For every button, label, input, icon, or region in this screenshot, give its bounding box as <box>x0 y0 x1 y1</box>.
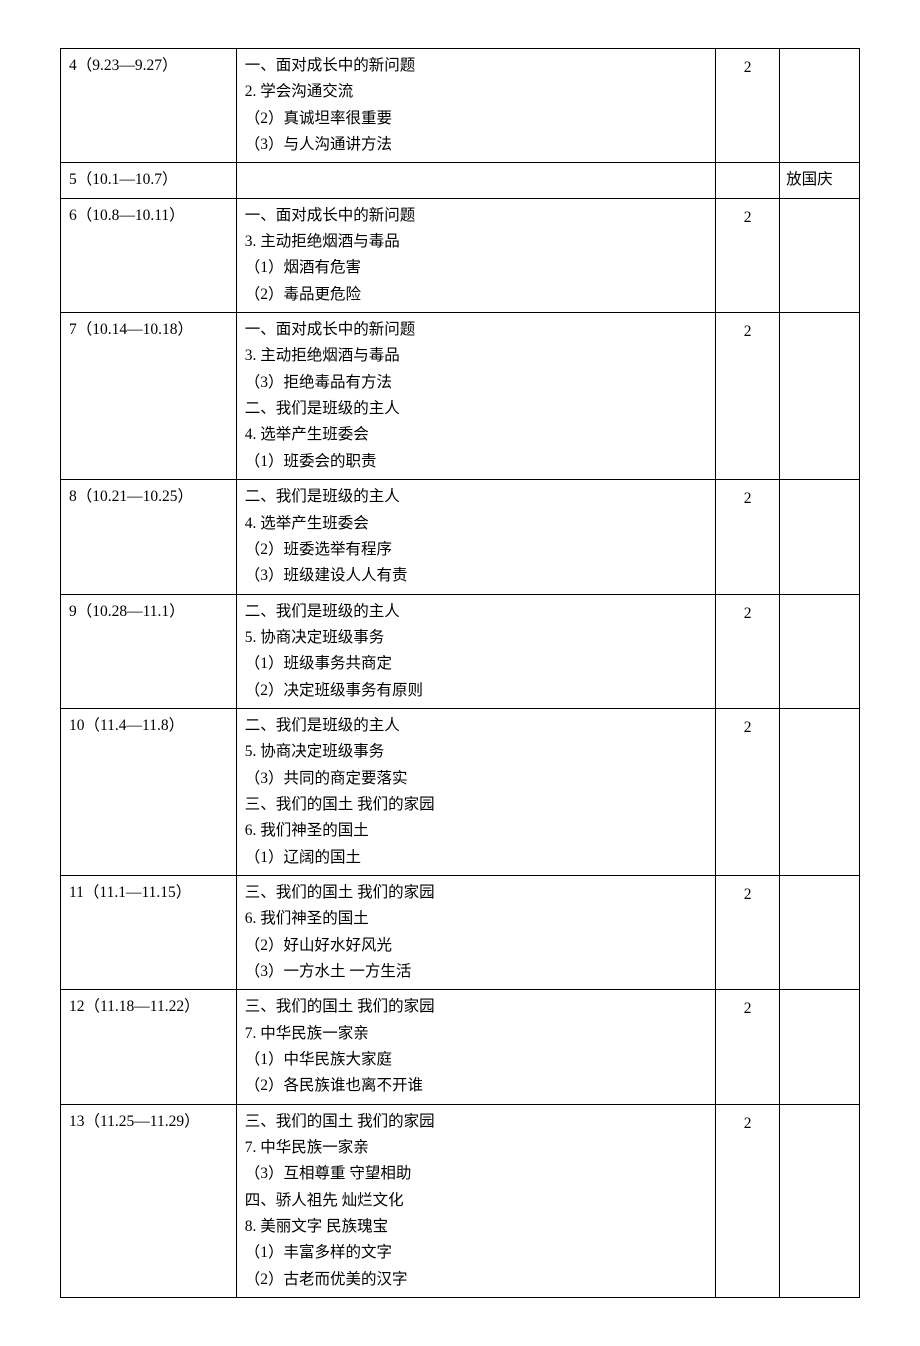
note-cell <box>780 49 860 163</box>
content-cell: 二、我们是班级的主人5. 协商决定班级事务（3）共同的商定要落实三、我们的国土 … <box>236 708 715 875</box>
content-line: 6. 我们神圣的国土 <box>245 906 707 932</box>
content-line: 3. 主动拒绝烟酒与毒品 <box>245 229 707 255</box>
content-cell: 一、面对成长中的新问题3. 主动拒绝烟酒与毒品（1）烟酒有危害（2）毒品更危险 <box>236 198 715 312</box>
table-row: 5（10.1—10.7） 放国庆 <box>61 163 860 198</box>
content-line: 5. 协商决定班级事务 <box>245 625 707 651</box>
content-line: 7. 中华民族一家亲 <box>245 1135 707 1161</box>
note-cell <box>780 313 860 480</box>
content-line: （2）决定班级事务有原则 <box>245 678 707 704</box>
week-cell: 6（10.8—10.11） <box>61 198 237 312</box>
content-cell: 三、我们的国土 我们的家园7. 中华民族一家亲（1）中华民族大家庭（2）各民族谁… <box>236 990 715 1104</box>
content-line: 三、我们的国土 我们的家园 <box>245 994 707 1020</box>
note-cell <box>780 708 860 875</box>
hours-cell: 2 <box>716 313 780 480</box>
week-cell: 10（11.4—11.8） <box>61 708 237 875</box>
content-line: 6. 我们神圣的国土 <box>245 818 707 844</box>
note-cell <box>780 480 860 594</box>
table-row: 12（11.18—11.22）三、我们的国土 我们的家园7. 中华民族一家亲（1… <box>61 990 860 1104</box>
content-cell: 二、我们是班级的主人4. 选举产生班委会（2）班委选举有程序（3）班级建设人人有… <box>236 480 715 594</box>
content-line: 7. 中华民族一家亲 <box>245 1021 707 1047</box>
content-line: （2）班委选举有程序 <box>245 537 707 563</box>
content-cell: 一、面对成长中的新问题2. 学会沟通交流（2）真诚坦率很重要（3）与人沟通讲方法 <box>236 49 715 163</box>
content-cell: 三、我们的国土 我们的家园7. 中华民族一家亲（3）互相尊重 守望相助四、骄人祖… <box>236 1104 715 1297</box>
content-line: （3）班级建设人人有责 <box>245 563 707 589</box>
content-line: 2. 学会沟通交流 <box>245 79 707 105</box>
content-line: 三、我们的国土 我们的家园 <box>245 792 707 818</box>
content-line: （2）各民族谁也离不开谁 <box>245 1073 707 1099</box>
hours-cell: 2 <box>716 480 780 594</box>
content-cell: 一、面对成长中的新问题3. 主动拒绝烟酒与毒品（3）拒绝毒品有方法二、我们是班级… <box>236 313 715 480</box>
content-line: （1）辽阔的国土 <box>245 845 707 871</box>
hours-cell: 2 <box>716 708 780 875</box>
hours-cell: 2 <box>716 875 780 989</box>
schedule-tbody: 4（9.23—9.27）一、面对成长中的新问题2. 学会沟通交流（2）真诚坦率很… <box>61 49 860 1298</box>
table-row: 13（11.25—11.29）三、我们的国土 我们的家园7. 中华民族一家亲（3… <box>61 1104 860 1297</box>
week-cell: 12（11.18—11.22） <box>61 990 237 1104</box>
note-cell <box>780 594 860 708</box>
week-cell: 5（10.1—10.7） <box>61 163 237 198</box>
table-row: 6（10.8—10.11）一、面对成长中的新问题3. 主动拒绝烟酒与毒品（1）烟… <box>61 198 860 312</box>
note-cell <box>780 198 860 312</box>
hours-cell <box>716 163 780 198</box>
content-line: （3）一方水土 一方生活 <box>245 959 707 985</box>
content-line: 三、我们的国土 我们的家园 <box>245 880 707 906</box>
table-row: 4（9.23—9.27）一、面对成长中的新问题2. 学会沟通交流（2）真诚坦率很… <box>61 49 860 163</box>
content-line: 二、我们是班级的主人 <box>245 396 707 422</box>
content-line: （1）班级事务共商定 <box>245 651 707 677</box>
content-line: （1）烟酒有危害 <box>245 255 707 281</box>
table-row: 8（10.21—10.25）二、我们是班级的主人4. 选举产生班委会（2）班委选… <box>61 480 860 594</box>
week-cell: 11（11.1—11.15） <box>61 875 237 989</box>
content-line: （2）真诚坦率很重要 <box>245 106 707 132</box>
content-line: （1）中华民族大家庭 <box>245 1047 707 1073</box>
content-line: 四、骄人祖先 灿烂文化 <box>245 1188 707 1214</box>
content-line: 三、我们的国土 我们的家园 <box>245 1109 707 1135</box>
table-row: 11（11.1—11.15）三、我们的国土 我们的家园6. 我们神圣的国土（2）… <box>61 875 860 989</box>
content-line: （2）好山好水好风光 <box>245 933 707 959</box>
week-cell: 4（9.23—9.27） <box>61 49 237 163</box>
content-line: （1）班委会的职责 <box>245 449 707 475</box>
content-cell <box>236 163 715 198</box>
hours-cell: 2 <box>716 49 780 163</box>
content-line: （1）丰富多样的文字 <box>245 1240 707 1266</box>
note-cell <box>780 1104 860 1297</box>
week-cell: 8（10.21—10.25） <box>61 480 237 594</box>
content-line: 8. 美丽文字 民族瑰宝 <box>245 1214 707 1240</box>
hours-cell: 2 <box>716 1104 780 1297</box>
content-line: 二、我们是班级的主人 <box>245 484 707 510</box>
hours-cell: 2 <box>716 198 780 312</box>
hours-cell: 2 <box>716 594 780 708</box>
schedule-table: 4（9.23—9.27）一、面对成长中的新问题2. 学会沟通交流（2）真诚坦率很… <box>60 48 860 1298</box>
content-line: 3. 主动拒绝烟酒与毒品 <box>245 343 707 369</box>
content-line: 一、面对成长中的新问题 <box>245 53 707 79</box>
content-line: 二、我们是班级的主人 <box>245 599 707 625</box>
content-line: 4. 选举产生班委会 <box>245 511 707 537</box>
week-cell: 13（11.25—11.29） <box>61 1104 237 1297</box>
table-row: 9（10.28—11.1）二、我们是班级的主人5. 协商决定班级事务（1）班级事… <box>61 594 860 708</box>
note-cell <box>780 990 860 1104</box>
table-row: 10（11.4—11.8）二、我们是班级的主人5. 协商决定班级事务（3）共同的… <box>61 708 860 875</box>
content-line: （3）共同的商定要落实 <box>245 766 707 792</box>
content-cell: 三、我们的国土 我们的家园6. 我们神圣的国土（2）好山好水好风光（3）一方水土… <box>236 875 715 989</box>
hours-cell: 2 <box>716 990 780 1104</box>
content-cell: 二、我们是班级的主人5. 协商决定班级事务（1）班级事务共商定（2）决定班级事务… <box>236 594 715 708</box>
content-line: 二、我们是班级的主人 <box>245 713 707 739</box>
content-line: （3）互相尊重 守望相助 <box>245 1161 707 1187</box>
content-line: 一、面对成长中的新问题 <box>245 203 707 229</box>
note-cell: 放国庆 <box>780 163 860 198</box>
content-line: （3）与人沟通讲方法 <box>245 132 707 158</box>
table-row: 7（10.14—10.18）一、面对成长中的新问题3. 主动拒绝烟酒与毒品（3）… <box>61 313 860 480</box>
content-line: 5. 协商决定班级事务 <box>245 739 707 765</box>
note-cell <box>780 875 860 989</box>
week-cell: 7（10.14—10.18） <box>61 313 237 480</box>
content-line: 一、面对成长中的新问题 <box>245 317 707 343</box>
content-line: （3）拒绝毒品有方法 <box>245 370 707 396</box>
content-line: （2）毒品更危险 <box>245 282 707 308</box>
content-line: （2）古老而优美的汉字 <box>245 1267 707 1293</box>
week-cell: 9（10.28—11.1） <box>61 594 237 708</box>
content-line: 4. 选举产生班委会 <box>245 422 707 448</box>
